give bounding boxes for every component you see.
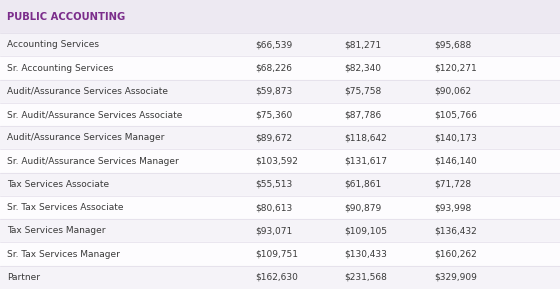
- Bar: [0, 149, 560, 173]
- Text: $140,173: $140,173: [434, 133, 477, 142]
- Text: $95,688: $95,688: [434, 40, 472, 49]
- Text: $93,071: $93,071: [255, 226, 292, 235]
- Text: $103,592: $103,592: [255, 157, 298, 166]
- Text: Sr. Audit/Assurance Services Associate: Sr. Audit/Assurance Services Associate: [7, 110, 182, 119]
- Bar: [0, 0, 560, 33]
- Text: $146,140: $146,140: [434, 157, 477, 166]
- Bar: [0, 103, 560, 126]
- Text: $75,360: $75,360: [255, 110, 292, 119]
- Text: Audit/Assurance Services Associate: Audit/Assurance Services Associate: [7, 87, 168, 96]
- Text: Sr. Audit/Assurance Services Manager: Sr. Audit/Assurance Services Manager: [7, 157, 179, 166]
- Text: Sr. Accounting Services: Sr. Accounting Services: [7, 64, 113, 73]
- Text: $136,432: $136,432: [434, 226, 477, 235]
- Text: Audit/Assurance Services Manager: Audit/Assurance Services Manager: [7, 133, 164, 142]
- Text: Partner: Partner: [7, 273, 40, 282]
- Text: Sr. Tax Services Manager: Sr. Tax Services Manager: [7, 250, 120, 259]
- Bar: [0, 126, 560, 149]
- Text: $231,568: $231,568: [344, 273, 388, 282]
- Text: $109,751: $109,751: [255, 250, 298, 259]
- Text: $55,513: $55,513: [255, 180, 292, 189]
- Text: $80,613: $80,613: [255, 203, 292, 212]
- Text: $130,433: $130,433: [344, 250, 388, 259]
- Bar: [0, 80, 560, 103]
- Text: $90,879: $90,879: [344, 203, 382, 212]
- Text: $120,271: $120,271: [434, 64, 477, 73]
- Text: $109,105: $109,105: [344, 226, 388, 235]
- Bar: [0, 56, 560, 80]
- Text: $75,758: $75,758: [344, 87, 382, 96]
- Text: $68,226: $68,226: [255, 64, 292, 73]
- Text: $59,873: $59,873: [255, 87, 292, 96]
- Text: $118,642: $118,642: [344, 133, 387, 142]
- Text: Accounting Services: Accounting Services: [7, 40, 99, 49]
- Text: Sr. Tax Services Associate: Sr. Tax Services Associate: [7, 203, 123, 212]
- Text: $160,262: $160,262: [434, 250, 477, 259]
- Text: Tax Services Manager: Tax Services Manager: [7, 226, 105, 235]
- Bar: [0, 219, 560, 242]
- Text: $71,728: $71,728: [434, 180, 471, 189]
- Bar: [0, 196, 560, 219]
- Text: $66,539: $66,539: [255, 40, 292, 49]
- Text: $82,340: $82,340: [344, 64, 381, 73]
- Text: $90,062: $90,062: [434, 87, 471, 96]
- Text: $81,271: $81,271: [344, 40, 381, 49]
- Text: $329,909: $329,909: [434, 273, 477, 282]
- Text: $93,998: $93,998: [434, 203, 472, 212]
- Text: PUBLIC ACCOUNTING: PUBLIC ACCOUNTING: [7, 12, 125, 22]
- Bar: [0, 33, 560, 56]
- Text: $162,630: $162,630: [255, 273, 298, 282]
- Text: $89,672: $89,672: [255, 133, 292, 142]
- Text: $61,861: $61,861: [344, 180, 382, 189]
- Text: Tax Services Associate: Tax Services Associate: [7, 180, 109, 189]
- Text: $131,617: $131,617: [344, 157, 388, 166]
- Text: $87,786: $87,786: [344, 110, 382, 119]
- Bar: [0, 173, 560, 196]
- Bar: [0, 242, 560, 266]
- Bar: [0, 266, 560, 289]
- Text: $105,766: $105,766: [434, 110, 477, 119]
